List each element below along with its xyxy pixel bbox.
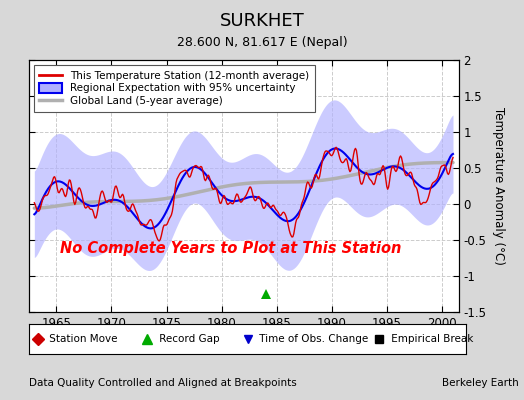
- Text: Time of Obs. Change: Time of Obs. Change: [256, 334, 368, 344]
- Text: SURKHET: SURKHET: [220, 12, 304, 30]
- Text: Station Move: Station Move: [46, 334, 118, 344]
- Text: 28.600 N, 81.617 E (Nepal): 28.600 N, 81.617 E (Nepal): [177, 36, 347, 49]
- Text: Data Quality Controlled and Aligned at Breakpoints: Data Quality Controlled and Aligned at B…: [29, 378, 297, 388]
- Text: Record Gap: Record Gap: [156, 334, 220, 344]
- Text: Empirical Break: Empirical Break: [388, 334, 473, 344]
- Legend: This Temperature Station (12-month average), Regional Expectation with 95% uncer: This Temperature Station (12-month avera…: [34, 65, 315, 112]
- Y-axis label: Temperature Anomaly (°C): Temperature Anomaly (°C): [492, 107, 505, 265]
- Text: Berkeley Earth: Berkeley Earth: [442, 378, 519, 388]
- Text: No Complete Years to Plot at This Station: No Complete Years to Plot at This Statio…: [60, 242, 401, 256]
